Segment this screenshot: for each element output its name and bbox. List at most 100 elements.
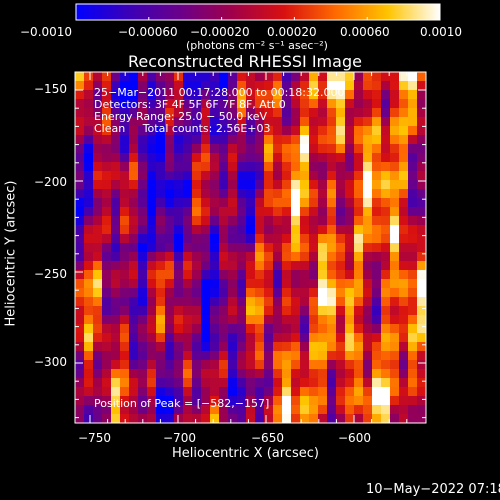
image-pixel — [264, 162, 273, 171]
image-pixel — [111, 306, 120, 315]
image-pixel — [354, 126, 363, 135]
image-pixel — [327, 108, 336, 117]
image-pixel — [336, 108, 345, 117]
image-pixel — [336, 180, 345, 189]
image-pixel — [309, 324, 318, 333]
image-pixel — [255, 99, 264, 108]
image-pixel — [318, 243, 327, 252]
image-pixel — [381, 396, 390, 405]
image-pixel — [354, 144, 363, 153]
image-pixel — [309, 369, 318, 378]
image-pixel — [408, 108, 417, 117]
image-pixel — [111, 351, 120, 360]
image-pixel — [291, 351, 300, 360]
image-pixel — [84, 234, 93, 243]
image-pixel — [390, 414, 399, 423]
image-pixel — [201, 324, 210, 333]
image-pixel — [282, 108, 291, 117]
image-pixel — [417, 306, 426, 315]
image-pixel — [336, 216, 345, 225]
image-pixel — [111, 117, 120, 126]
image-pixel — [129, 297, 138, 306]
image-pixel — [228, 108, 237, 117]
image-pixel — [309, 261, 318, 270]
image-pixel — [291, 252, 300, 261]
image-pixel — [363, 387, 372, 396]
image-pixel — [102, 216, 111, 225]
image-pixel — [408, 234, 417, 243]
image-pixel — [372, 252, 381, 261]
image-pixel — [309, 81, 318, 90]
image-pixel — [138, 396, 147, 405]
image-pixel — [210, 369, 219, 378]
image-pixel — [372, 180, 381, 189]
image-pixel — [246, 405, 255, 414]
image-pixel — [138, 180, 147, 189]
image-pixel — [336, 126, 345, 135]
image-pixel — [354, 180, 363, 189]
image-pixel — [120, 72, 129, 81]
image-pixel — [192, 297, 201, 306]
image-pixel — [390, 198, 399, 207]
image-pixel — [192, 270, 201, 279]
image-pixel — [84, 351, 93, 360]
image-pixel — [147, 387, 156, 396]
image-pixel — [309, 225, 318, 234]
image-pixel — [282, 333, 291, 342]
image-pixel — [300, 288, 309, 297]
image-pixel — [354, 405, 363, 414]
image-pixel — [327, 135, 336, 144]
image-pixel — [363, 297, 372, 306]
image-pixel — [84, 207, 93, 216]
image-pixel — [372, 351, 381, 360]
image-pixel — [120, 180, 129, 189]
image-pixel — [201, 234, 210, 243]
image-pixel — [336, 306, 345, 315]
image-pixel — [237, 153, 246, 162]
image-pixel — [147, 135, 156, 144]
image-pixel — [156, 243, 165, 252]
image-pixel — [327, 216, 336, 225]
image-pixel — [381, 342, 390, 351]
image-pixel — [327, 90, 336, 99]
image-pixel — [174, 126, 183, 135]
image-pixel — [345, 315, 354, 324]
image-pixel — [228, 333, 237, 342]
image-pixel — [129, 261, 138, 270]
image-pixel — [345, 306, 354, 315]
image-pixel — [417, 189, 426, 198]
image-pixel — [282, 117, 291, 126]
image-pixel — [156, 378, 165, 387]
image-pixel — [309, 405, 318, 414]
image-pixel — [264, 351, 273, 360]
image-pixel — [228, 234, 237, 243]
image-pixel — [84, 396, 93, 405]
image-pixel — [183, 351, 192, 360]
image-pixel — [219, 225, 228, 234]
image-pixel — [417, 405, 426, 414]
image-pixel — [75, 333, 84, 342]
image-pixel — [309, 90, 318, 99]
image-pixel — [345, 360, 354, 369]
image-pixel — [363, 180, 372, 189]
image-pixel — [327, 261, 336, 270]
image-pixel — [246, 261, 255, 270]
image-pixel — [255, 288, 264, 297]
image-pixel — [165, 90, 174, 99]
image-pixel — [147, 261, 156, 270]
image-pixel — [246, 315, 255, 324]
image-pixel — [129, 387, 138, 396]
image-pixel — [228, 243, 237, 252]
image-pixel — [264, 153, 273, 162]
image-pixel — [147, 270, 156, 279]
image-pixel — [372, 72, 381, 81]
plot-frame — [74, 71, 427, 424]
image-pixel — [318, 360, 327, 369]
image-pixel — [417, 99, 426, 108]
image-pixel — [156, 405, 165, 414]
image-pixel — [264, 126, 273, 135]
image-pixel — [345, 288, 354, 297]
image-pixel — [300, 117, 309, 126]
image-pixel — [372, 405, 381, 414]
image-pixel — [345, 234, 354, 243]
